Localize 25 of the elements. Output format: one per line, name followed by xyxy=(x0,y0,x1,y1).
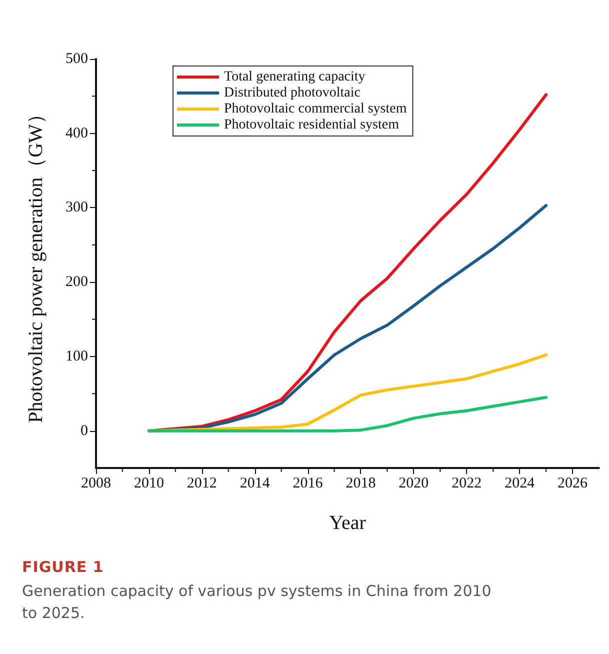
caption: FIGURE 1 xyxy=(22,558,105,576)
legend-label: Distributed photovoltaic xyxy=(224,86,360,100)
y-tick-label: 200 xyxy=(66,274,88,290)
legend-label: Photovoltaic residential system xyxy=(224,118,400,132)
y-tick-label: 0 xyxy=(80,422,88,439)
y-tick-label: 100 xyxy=(66,348,88,364)
x-tick-label: 2014 xyxy=(240,476,270,492)
x-tick-label: 2008 xyxy=(81,476,111,492)
x-axis-title: Year xyxy=(329,512,366,534)
text: Generation capacity of various pv systems in China from 2010 to 2025. xyxy=(22,581,492,624)
x-tick-label: 2010 xyxy=(134,476,164,492)
line-series xyxy=(147,396,548,432)
y-tick-label: 500 xyxy=(66,51,88,67)
y-axis-title: Photovoltaic power generation（GW） xyxy=(25,104,47,423)
y-tick-label: 300 xyxy=(66,200,88,216)
legend-label: Total generating capacity xyxy=(224,70,366,84)
x-tick-label: 2020 xyxy=(398,476,429,492)
x-tick-label: 2016 xyxy=(292,476,324,492)
x-tick-label: 2022 xyxy=(452,476,482,492)
x-tick-label: 2012 xyxy=(186,476,217,492)
x-tick-label: 2018 xyxy=(346,476,376,492)
x-tick-label: 2024 xyxy=(504,476,536,492)
x-tick-label: 2026 xyxy=(558,476,588,492)
y-tick-label: 400 xyxy=(66,125,88,142)
legend-label: Photovoltaic commercial system xyxy=(224,102,407,116)
